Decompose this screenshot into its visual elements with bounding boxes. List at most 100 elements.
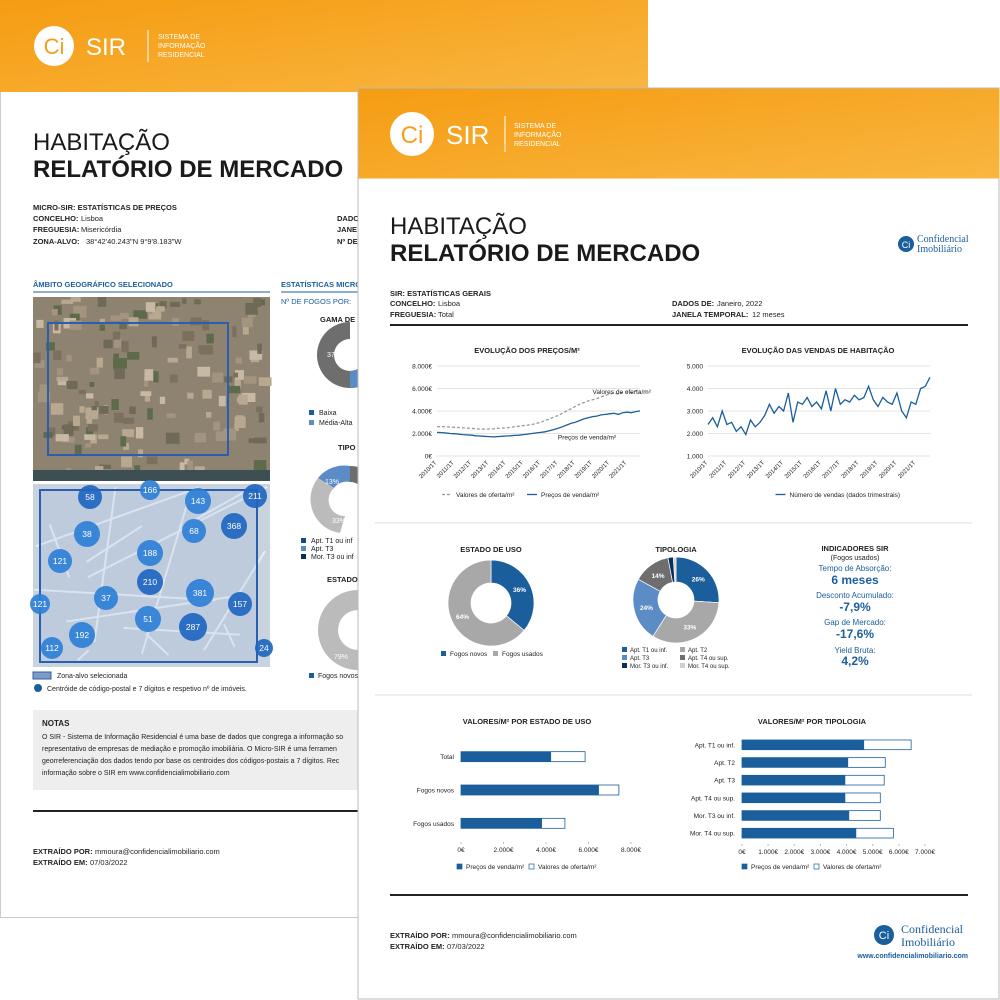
- map-block: [249, 350, 263, 360]
- map-block: [111, 399, 119, 410]
- cluster-marker: [179, 613, 207, 641]
- notes-box: [33, 710, 363, 790]
- legend-swatch: [622, 655, 627, 660]
- map-block: [144, 369, 154, 381]
- map-block: [233, 372, 239, 378]
- map-block: [99, 464, 112, 469]
- y-tick-label: 2.000€: [412, 431, 432, 438]
- map-block: [257, 343, 262, 354]
- indicator-label: Desconto Acumulado:: [816, 591, 894, 600]
- map-block: [206, 411, 212, 418]
- map-block: [55, 434, 69, 442]
- logo-name: Imobiliário: [901, 935, 955, 949]
- cluster-marker: [221, 513, 247, 539]
- map-block: [99, 324, 105, 331]
- slice-label: 26%: [692, 577, 705, 584]
- map-block: [151, 336, 157, 348]
- cluster-marker: [137, 569, 163, 595]
- map-block: [198, 345, 213, 353]
- meta-value: 12 meses: [752, 310, 785, 319]
- map-block: [103, 339, 113, 349]
- legend-label: Média-Alta: [319, 420, 353, 427]
- map-block: [232, 326, 237, 338]
- legend-label: Valores de oferta/m²: [456, 492, 515, 499]
- indicator-value: -7,9%: [839, 600, 871, 614]
- legend-label: Preços de venda/m²: [466, 864, 525, 871]
- x-tick-label: 6.000€: [579, 847, 599, 854]
- donut-fragment: [318, 590, 358, 670]
- footer-value: 07/03/2022: [90, 858, 128, 867]
- donut-title: TIPO: [338, 443, 356, 452]
- street: [86, 525, 143, 563]
- logo-circle: [874, 925, 894, 945]
- map-block: [253, 298, 262, 307]
- title: RELATÓRIO DE MERCADO: [33, 155, 343, 183]
- cluster-count: 188: [143, 548, 157, 558]
- cluster-count: 368: [227, 521, 241, 531]
- map-block: [144, 395, 150, 402]
- target-zone: [47, 322, 229, 456]
- cluster-count: 51: [143, 614, 153, 624]
- map-block: [206, 333, 214, 344]
- map-block: [119, 323, 127, 330]
- map-block: [202, 389, 212, 399]
- y-tick-label: 4.000€: [412, 409, 432, 416]
- x-tick-label: 3.000€: [810, 849, 830, 856]
- donut-fragment: [318, 465, 350, 488]
- indicators-title: INDICADORES SIR: [821, 544, 889, 553]
- map-block: [228, 385, 241, 394]
- cluster-count: 166: [143, 485, 157, 495]
- map-block: [260, 299, 265, 306]
- cluster-marker: [30, 594, 50, 614]
- y-tick-label: 8.000€: [412, 364, 432, 371]
- meta-label: FREGUESIA:: [33, 225, 79, 234]
- cluster-count: 121: [33, 599, 47, 609]
- map-block: [182, 331, 195, 341]
- legend-swatch: [309, 673, 314, 678]
- map-block: [97, 434, 109, 440]
- meta-label: CONCELHO:: [390, 299, 435, 308]
- map-block: [258, 377, 272, 387]
- legend-label: Fogos usados: [502, 651, 544, 658]
- front-page: Ci SIR SISTEMA DE INFORMAÇÃO RESIDENCIAL…: [357, 87, 1000, 1000]
- clusters: 58 166 143 211 38 68 368 121 188 210 37 381 157 121 51…: [30, 480, 273, 659]
- cluster-count: 157: [233, 599, 247, 609]
- legend-label: Apt. T3: [630, 656, 650, 662]
- map-block: [172, 317, 179, 326]
- x-tick-label: 4.000€: [837, 849, 857, 856]
- meta-label: DADOS DE:: [672, 299, 714, 308]
- legend-swatch: [309, 410, 314, 415]
- legend-label: Apt. T3: [311, 546, 334, 553]
- map-block: [56, 368, 64, 376]
- map-block: [72, 415, 80, 427]
- map-block: [147, 408, 153, 420]
- donut-title: GAMA DE: [320, 315, 355, 324]
- map-block: [184, 458, 190, 465]
- logo-mark: Ci: [902, 240, 911, 250]
- map-block: [146, 456, 158, 465]
- cluster-count: 381: [193, 588, 207, 598]
- footer-label: EXTRAÍDO EM:: [33, 858, 88, 867]
- logo-mark: Ci: [879, 930, 889, 942]
- map-block: [66, 380, 78, 390]
- meta-heading: SIR: ESTATÍSTICAS GERAIS: [390, 289, 491, 298]
- slice-label: 64%: [456, 614, 469, 621]
- section-label: Nº DE FOGOS POR:: [281, 297, 351, 306]
- footer-label: EXTRAÍDO POR:: [390, 931, 450, 940]
- chart-title: VALORES/M² POR ESTADO DE USO: [463, 717, 592, 726]
- series-line: [436, 390, 641, 430]
- map-block: [78, 389, 86, 395]
- map-block: [70, 297, 81, 302]
- bar: [742, 775, 846, 786]
- section-heading: ÂMBITO GEOGRÁFICO SELECIONADO: [33, 280, 173, 289]
- series-line: [436, 410, 641, 438]
- legend-label: Baixa: [319, 410, 337, 417]
- map-block: [112, 331, 121, 340]
- cluster-count: 121: [53, 556, 67, 566]
- map-block: [69, 313, 80, 321]
- map-block: [212, 372, 224, 383]
- map-block: [36, 319, 44, 328]
- indicators-subtitle: (Fogos usados): [831, 555, 880, 562]
- map-block: [242, 326, 249, 335]
- legend-label: Valores de oferta/m²: [538, 864, 597, 871]
